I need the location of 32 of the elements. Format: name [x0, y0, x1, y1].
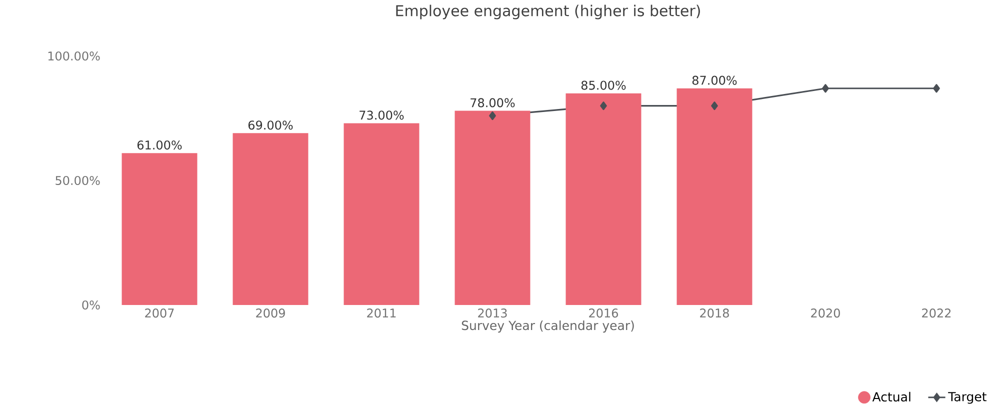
data-label: 73.00% — [360, 110, 404, 120]
y-tick-label: 100.00% — [48, 51, 100, 61]
x-tick-label: 2007 — [145, 308, 174, 318]
x-tick-label: 2011 — [367, 308, 396, 318]
data-label: 85.00% — [581, 80, 626, 90]
x-axis-title: Survey Year (calendar year) — [462, 320, 634, 333]
point — [489, 111, 496, 120]
x-tick-label: 2020 — [811, 308, 840, 318]
data-label: 87.00% — [692, 76, 737, 85]
legend-label: Actual — [872, 392, 910, 402]
x-tick-label: 2009 — [256, 308, 285, 318]
x-tick-label: 2022 — [922, 308, 951, 318]
y-tick-label: 50.00% — [56, 176, 100, 186]
bar — [454, 110, 530, 305]
x-tick-label: 2013 — [478, 308, 507, 318]
chart-title: Employee engagement (higher is better) — [396, 4, 700, 20]
data-label: 61.00% — [137, 140, 182, 150]
point — [822, 84, 829, 93]
bar — [566, 93, 642, 305]
bar — [676, 88, 752, 305]
x-tick-label: 2016 — [589, 308, 618, 318]
bar — [232, 133, 308, 305]
point — [933, 84, 940, 93]
bar — [122, 153, 198, 305]
legend-label: Target — [948, 392, 986, 404]
data-label: 78.00% — [470, 98, 515, 108]
data-label: 69.00% — [248, 120, 293, 130]
point — [600, 101, 607, 110]
bar — [344, 123, 420, 305]
point — [711, 101, 718, 110]
x-tick-label: 2018 — [700, 308, 729, 318]
y-tick-label: 0% — [82, 300, 100, 310]
